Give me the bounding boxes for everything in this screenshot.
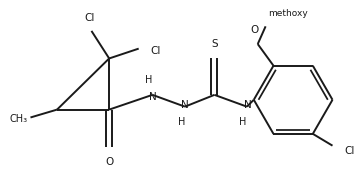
Text: methoxy: methoxy (269, 9, 308, 18)
Text: Cl: Cl (344, 146, 355, 156)
Text: H: H (145, 75, 152, 85)
Text: Cl: Cl (84, 13, 95, 23)
Text: O: O (105, 157, 113, 167)
Text: Cl: Cl (151, 46, 161, 56)
Text: N: N (244, 100, 252, 110)
Text: CH₃: CH₃ (9, 114, 27, 125)
Text: S: S (211, 39, 218, 49)
Text: H: H (239, 117, 247, 127)
Text: N: N (149, 92, 156, 102)
Text: N: N (181, 100, 189, 110)
Text: O: O (251, 25, 259, 35)
Text: H: H (178, 117, 186, 127)
